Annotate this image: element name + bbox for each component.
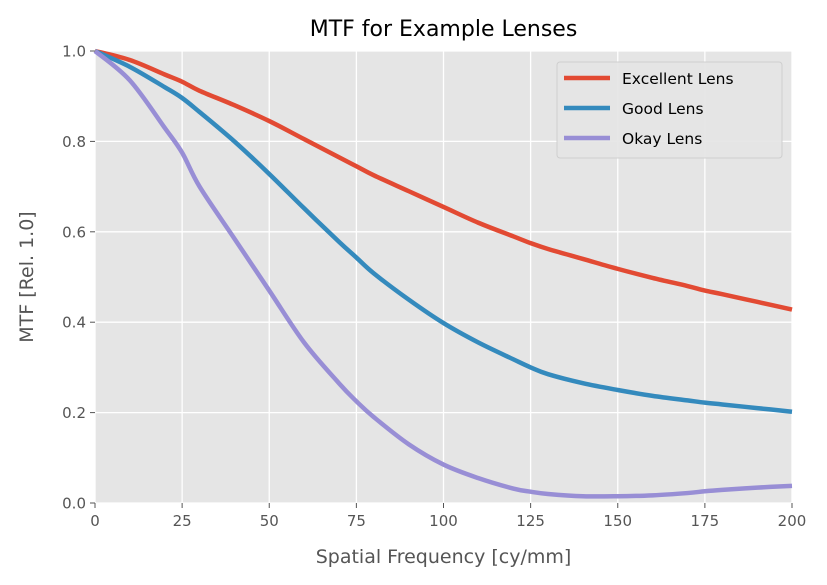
y-tick-label: 0.8 [62, 133, 86, 151]
x-tick-label: 100 [429, 512, 458, 530]
x-tick-label: 0 [90, 512, 100, 530]
x-tick-label: 150 [603, 512, 632, 530]
x-axis-title: Spatial Frequency [cy/mm] [316, 546, 572, 568]
y-tick-label: 0.4 [62, 314, 86, 332]
x-tick-label: 25 [173, 512, 192, 530]
legend-label-good-lens: Good Lens [622, 100, 704, 118]
axis-ticks: 0 25 50 75 100 125 150 175 200 0.0 0.2 0.4 0.6 0.8 1.0 [62, 43, 806, 531]
series-line-good-lens [94, 48, 793, 414]
x-tick-label: 175 [691, 512, 720, 530]
series-lines [93, 48, 793, 499]
y-tick-label: 0.6 [62, 223, 86, 241]
x-tick-label: 200 [778, 512, 807, 530]
x-tick-label: 50 [260, 512, 279, 530]
legend-label-okay-lens: Okay Lens [622, 130, 702, 148]
series-line-excellent-lens [94, 48, 793, 312]
legend-box [556, 61, 783, 159]
legend-label-excellent-lens: Excellent Lens [622, 70, 734, 88]
x-tick-label: 125 [516, 512, 545, 530]
y-axis-title: MTF [Rel. 1.0] [16, 211, 38, 342]
legend: Excellent Lens Good Lens Okay Lens [556, 61, 783, 159]
legend-item-okay-lens: Okay Lens [564, 130, 702, 148]
legend-item-good-lens: Good Lens [564, 100, 704, 118]
y-tick-label: 0.2 [62, 404, 86, 422]
series-line-okay-lens [93, 49, 793, 499]
x-tick-label: 75 [347, 512, 366, 530]
y-tick-label: 1.0 [62, 43, 86, 61]
legend-item-excellent-lens: Excellent Lens [564, 70, 734, 88]
y-tick-label: 0.0 [62, 495, 86, 513]
chart-title: MTF for Example Lenses [310, 17, 578, 42]
